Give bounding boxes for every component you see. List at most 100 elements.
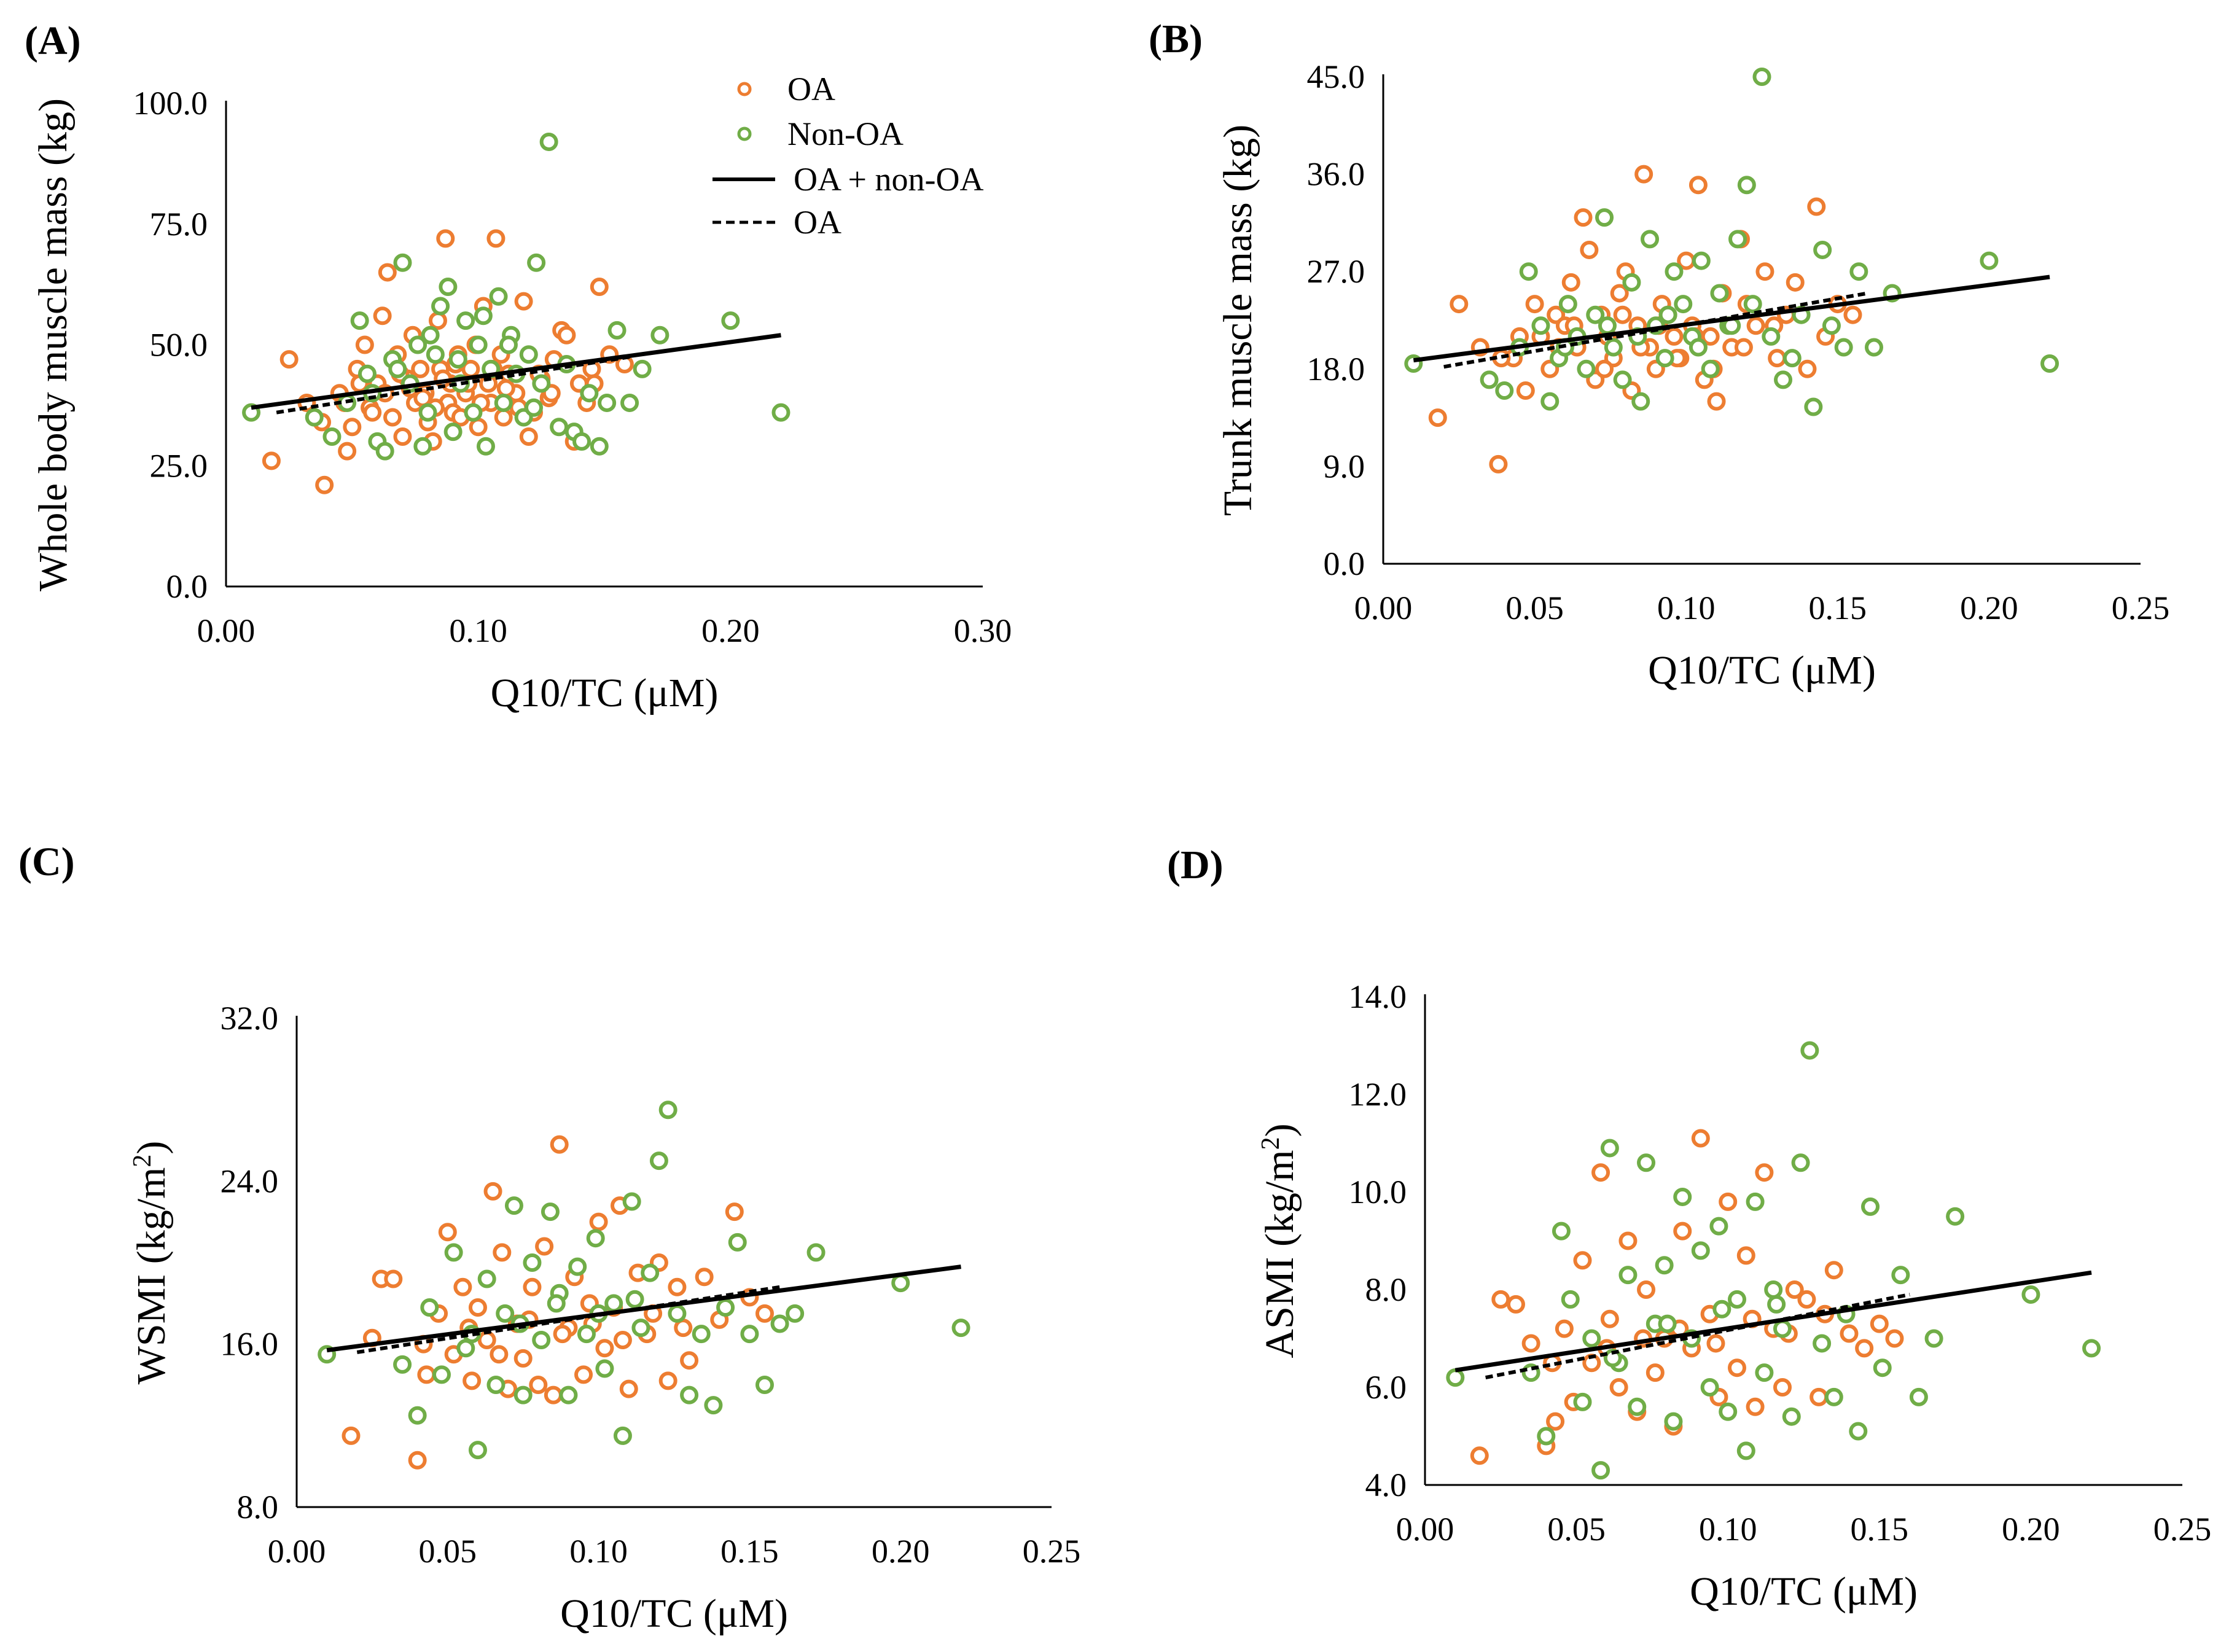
non-oa-point xyxy=(728,1233,747,1252)
non-oa-point xyxy=(1752,68,1771,86)
y-tick-label: 0.0 xyxy=(1324,545,1365,582)
non-oa-point xyxy=(755,1376,774,1394)
oa-point xyxy=(1595,359,1614,378)
non-oa-point xyxy=(1762,327,1781,346)
non-oa-point xyxy=(1736,1441,1755,1460)
oa-point xyxy=(1786,273,1805,292)
y-tick-label: 0.0 xyxy=(166,568,208,605)
non-oa-point xyxy=(1692,251,1711,270)
oa-point xyxy=(279,350,299,369)
non-oa-point xyxy=(1582,1329,1601,1348)
non-oa-point xyxy=(1658,1314,1677,1333)
panel-label: (C) xyxy=(18,840,75,884)
non-oa-point xyxy=(680,1385,699,1405)
y-tick-label: 9.0 xyxy=(1324,448,1365,485)
non-oa-point xyxy=(527,253,546,272)
x-tick-label: 0.20 xyxy=(872,1533,930,1570)
x-tick-label: 0.25 xyxy=(2112,590,2170,626)
non-oa-point xyxy=(568,1257,587,1276)
x-tick-label: 0.15 xyxy=(1851,1511,1909,1548)
non-oa-point xyxy=(1728,230,1747,249)
oa-point xyxy=(590,278,609,297)
oa-point xyxy=(469,418,488,437)
y-tick-label: 6.0 xyxy=(1365,1369,1407,1406)
non-oa-point xyxy=(1800,1041,1819,1060)
oa-point xyxy=(1719,1192,1738,1211)
non-oa-point xyxy=(1673,1187,1692,1206)
non-oa-point xyxy=(1561,1290,1580,1309)
y-tick-label: 45.0 xyxy=(1307,58,1365,95)
non-oa-point xyxy=(519,345,538,364)
non-oa-point xyxy=(1767,1295,1786,1314)
panel-c: (C) 8.0 16.0 24.0 32.0 0.00 0.05 0.10 0.15 0.20 0.… xyxy=(18,840,1080,1636)
non-oa-point xyxy=(1746,1192,1765,1211)
non-oa-point xyxy=(658,1101,677,1120)
non-oa-point xyxy=(1791,1153,1810,1172)
x-tick-label: 0.30 xyxy=(954,612,1012,649)
non-oa-point xyxy=(1495,381,1514,400)
non-oa-point xyxy=(393,1355,412,1374)
non-oa-point xyxy=(1604,338,1623,357)
non-oa-point xyxy=(1924,1329,1943,1348)
non-oa-point xyxy=(1743,295,1762,314)
non-oa-point xyxy=(1674,295,1693,314)
oa-point xyxy=(1516,381,1535,400)
oa-point xyxy=(463,1371,482,1390)
oa-point xyxy=(1574,208,1593,227)
non-oa-point xyxy=(456,311,475,330)
non-oa-point xyxy=(1691,1241,1710,1260)
y-axis-title-superscript: 2 xyxy=(1257,1137,1285,1150)
non-oa-point xyxy=(1813,1334,1832,1353)
non-oa-point xyxy=(1804,397,1823,416)
non-oa-point xyxy=(393,253,412,272)
oa-point xyxy=(428,311,447,330)
non-oa-point xyxy=(598,393,617,412)
oa-point xyxy=(355,335,374,354)
oa-point xyxy=(373,306,392,325)
non-oa-point xyxy=(1712,1299,1731,1319)
non-oa-point xyxy=(1755,1363,1774,1382)
oa-point xyxy=(755,1304,774,1323)
non-oa-point xyxy=(350,311,369,330)
oa-point xyxy=(1855,1339,1874,1358)
non-oa-point xyxy=(439,278,458,297)
x-tick-label: 0.20 xyxy=(1960,590,2018,626)
oa-point xyxy=(1613,305,1632,324)
oa-point xyxy=(514,292,533,311)
non-oa-point xyxy=(1631,392,1650,411)
trendline-all xyxy=(1413,275,2050,363)
non-oa-point xyxy=(649,1151,668,1171)
non-oa-point xyxy=(2021,1285,2040,1304)
oa-point xyxy=(1634,165,1653,184)
non-oa-point xyxy=(1622,273,1641,292)
oa-point xyxy=(378,263,397,282)
non-oa-point xyxy=(1834,338,1853,357)
non-oa-point xyxy=(620,393,639,412)
oa-point xyxy=(393,427,412,446)
non-oa-point xyxy=(443,423,463,442)
oa-point xyxy=(1525,295,1544,314)
y-tick-label: 75.0 xyxy=(150,206,208,243)
oa-point xyxy=(519,427,538,446)
non-oa-point xyxy=(577,1325,596,1344)
x-tick-label: 0.05 xyxy=(1505,590,1564,626)
non-oa-point xyxy=(426,345,445,364)
x-tick-label: 0.00 xyxy=(1396,1511,1454,1548)
oa-point xyxy=(557,325,576,345)
oa-point xyxy=(1807,197,1826,216)
oa-point xyxy=(363,403,382,422)
non-oa-point xyxy=(1598,316,1617,335)
oa-point xyxy=(1428,408,1447,427)
non-oa-point xyxy=(1719,1402,1738,1421)
non-oa-point xyxy=(2040,354,2059,373)
oa-point xyxy=(453,1277,472,1296)
oa-point xyxy=(1591,1163,1610,1182)
x-axis-title: Q10/TC (μM) xyxy=(1690,1569,1918,1614)
legend-oa-marker xyxy=(737,82,752,96)
oa-point xyxy=(1609,1378,1628,1397)
non-oa-point xyxy=(786,1304,805,1323)
x-axis-title: Q10/TC (μM) xyxy=(560,1591,788,1636)
trendline-all xyxy=(326,1264,961,1353)
x-tick-label: 0.10 xyxy=(1657,590,1716,626)
non-oa-point xyxy=(1595,208,1614,227)
